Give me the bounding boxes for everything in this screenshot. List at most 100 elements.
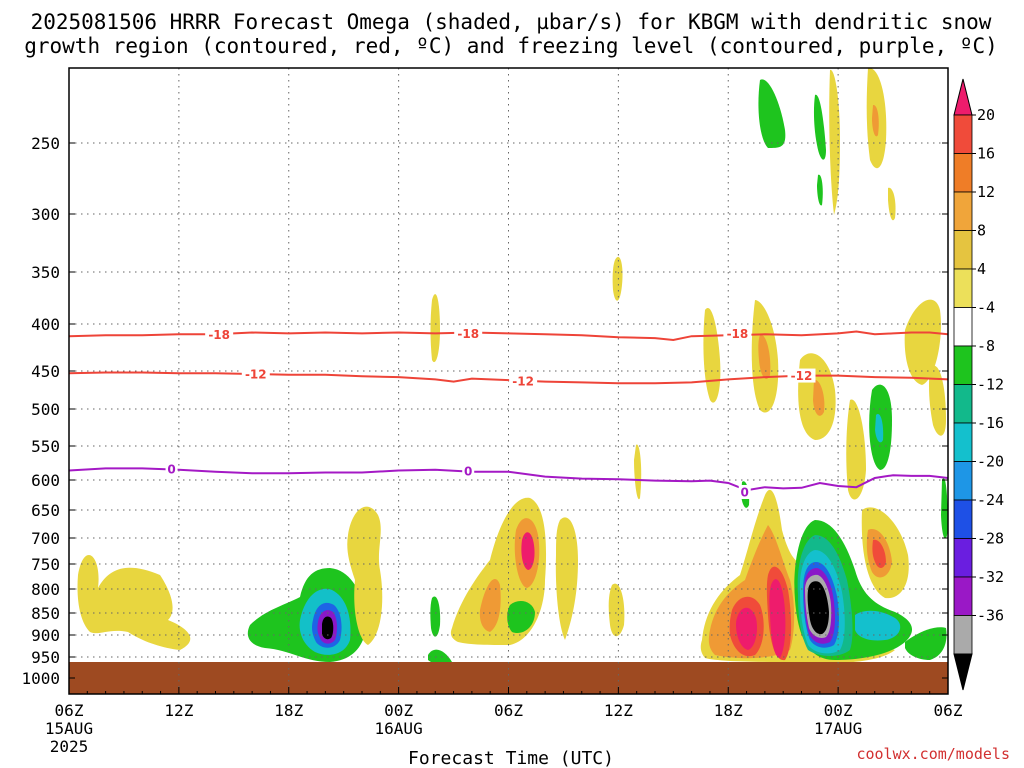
colorbar-label: 20: [977, 106, 995, 124]
colorbar-cap-bottom: [953, 653, 973, 691]
contour-label-bg: [787, 368, 816, 383]
colorbar-label: -24: [977, 491, 1004, 509]
omega-shade-yellow: [347, 506, 383, 645]
colorbar-swatch: [953, 538, 973, 578]
plot-area: -18 -18 -18 -12 -12 -12 0 0 0: [68, 67, 949, 695]
y-tick-label: 650: [31, 501, 60, 520]
omega-shade-green: [428, 649, 452, 664]
y-tick-label: 600: [31, 471, 60, 490]
colorbar-label: -12: [977, 376, 1004, 394]
y-tick-label: 350: [31, 263, 60, 282]
colorbar-swatch: [953, 153, 973, 193]
colorbar: 20 16 12 8 4 -4 -8 -12 -16 -20 -24 -28 -32 -36: [953, 78, 1004, 691]
colorbar-label: -8: [977, 337, 995, 355]
x-tick-label: 18Z: [274, 701, 303, 720]
chart-title-line-2: growth region (contoured, red, ºC) and f…: [24, 34, 998, 58]
y-tick-label: 1000: [21, 669, 60, 688]
colorbar-swatch: [953, 114, 973, 154]
y-tick-label: 450: [31, 362, 60, 381]
contour-label-bg: [241, 367, 270, 382]
omega-shade-orange: [758, 334, 771, 380]
contour-label-bg: [454, 326, 483, 341]
omega-shade-orange: [813, 379, 825, 416]
colorbar-swatch: [953, 268, 973, 308]
omega-shade-yellow: [888, 187, 896, 221]
y-tick-label: 800: [31, 580, 60, 599]
x-tick-date: 17AUG: [814, 719, 862, 738]
omega-shade-yellow: [77, 554, 191, 650]
colorbar-label: -32: [977, 568, 1004, 586]
x-tick-label: 06Z: [934, 701, 963, 720]
contour-label: -18: [727, 327, 749, 341]
colorbar-swatch: [953, 576, 973, 616]
colorbar-label: -4: [977, 299, 995, 317]
omega-shade-black: [807, 581, 829, 635]
colorbar-swatch: [953, 345, 973, 385]
omega-shade-yellow: [929, 365, 946, 436]
colorbar-swatch: [953, 422, 973, 462]
omega-shade-yellow: [612, 256, 623, 301]
colorbar-swatch: [953, 191, 973, 231]
colorbar-label: -16: [977, 414, 1004, 432]
y-tick-label: 950: [31, 648, 60, 667]
x-tick-label: 00Z: [384, 701, 413, 720]
colorbar-swatch: [953, 384, 973, 424]
omega-shade-green: [817, 174, 823, 206]
omega-shade-cyan: [855, 610, 901, 641]
omega-shade-magenta: [521, 532, 535, 570]
colorbar-swatch: [953, 499, 973, 539]
colorbar-swatch: [953, 230, 973, 270]
colorbar-label: 12: [977, 183, 995, 201]
colorbar-label: -36: [977, 607, 1004, 625]
omega-shade-orange: [479, 579, 501, 632]
contour-label: -12: [245, 368, 267, 382]
contour-label-bg: [462, 464, 475, 479]
omega-shade-yellow: [634, 444, 642, 500]
x-tick-label: 06Z: [55, 701, 84, 720]
omega-shade-yellow: [555, 517, 578, 640]
contour-line: [68, 467, 949, 492]
contour-label-bg: [738, 485, 751, 499]
colorbar-swatch: [953, 307, 973, 347]
colorbar-cap-top: [953, 78, 973, 116]
contour-label: 0: [464, 465, 472, 479]
omega-shade-yellow: [846, 399, 866, 500]
omega-shade-black: [322, 616, 334, 640]
x-tick-date: 16AUG: [375, 719, 423, 738]
chart-title-line-1: 2025081506 HRRR Forecast Omega (shaded, …: [31, 10, 992, 34]
contour-label: 0: [741, 486, 749, 500]
x-tick-label: 12Z: [164, 701, 193, 720]
omega-shade-orange: [872, 104, 879, 137]
omega-shade-magenta: [769, 579, 786, 658]
omega-shading: [77, 67, 948, 664]
omega-shade-yellow: [829, 69, 840, 215]
contour-line: [68, 330, 949, 342]
y-tick-label: 250: [31, 134, 60, 153]
x-tick-date: 15AUG: [45, 719, 93, 738]
omega-shade-yellow: [904, 299, 941, 385]
x-tick-label: 12Z: [604, 701, 633, 720]
omega-shade-green: [507, 600, 535, 634]
omega-shade-yellow: [703, 308, 721, 403]
contour-label: -12: [791, 369, 813, 383]
x-tick-year: 2025: [50, 737, 89, 756]
contour-lines: -18 -18 -18 -12 -12 -12 0 0 0: [68, 326, 949, 500]
colorbar-swatch: [953, 615, 973, 655]
y-tick-label: 550: [31, 437, 60, 456]
colorbar-label: -20: [977, 453, 1004, 471]
colorbar-swatch: [953, 461, 973, 501]
y-tick-label: 700: [31, 529, 60, 548]
y-tick-label: 900: [31, 626, 60, 645]
omega-shade-red: [872, 539, 886, 568]
x-tick-label: 18Z: [714, 701, 743, 720]
contour-label-bg: [165, 462, 178, 477]
contour-label-bg: [205, 327, 234, 342]
y-tick-label: 750: [31, 555, 60, 574]
omega-shade-green: [758, 79, 786, 148]
omega-shade-magenta: [736, 607, 758, 650]
y-axis-ticks: 250 300 350 400 450 500 550 600 650 700 750 800 850 9…: [21, 134, 948, 688]
omega-shade-green: [941, 478, 948, 539]
omega-shade-green: [813, 94, 826, 160]
